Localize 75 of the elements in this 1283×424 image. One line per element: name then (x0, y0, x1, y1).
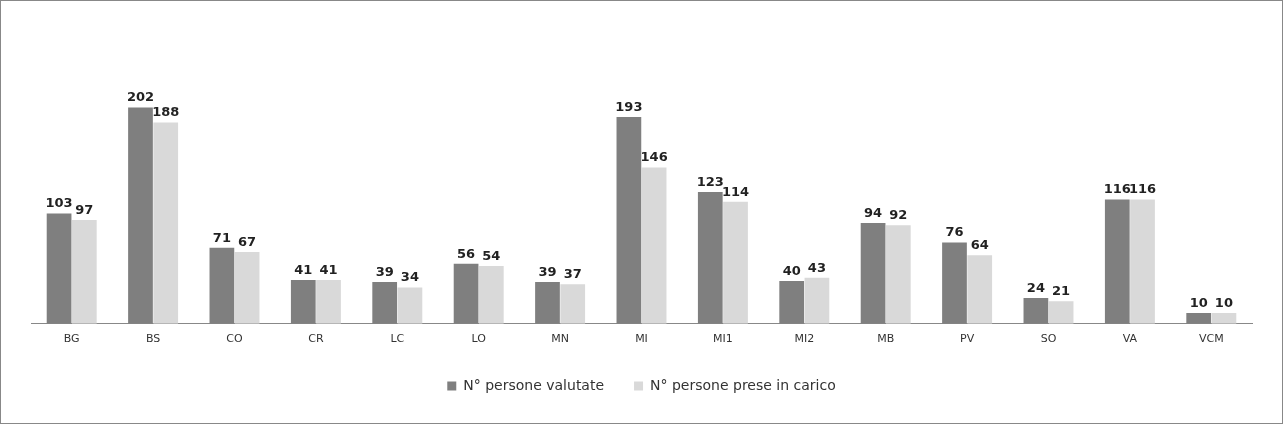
bar (453, 263, 479, 324)
data-label: 202 (126, 89, 155, 105)
data-label: 34 (400, 269, 419, 285)
x-tick-label: BS (145, 332, 161, 346)
data-label: 193 (615, 98, 643, 114)
bar (885, 225, 911, 324)
bar (616, 117, 642, 324)
data-label: 21 (1052, 283, 1071, 299)
bar (1186, 313, 1212, 324)
data-label: 54 (482, 247, 501, 263)
bar (209, 247, 235, 324)
bar (290, 279, 316, 324)
data-label: 39 (375, 263, 394, 279)
data-label: 56 (457, 245, 476, 261)
data-label: 71 (212, 229, 231, 245)
bar (779, 280, 805, 324)
x-tick-label: LO (471, 332, 487, 346)
x-tick-label: CO (226, 332, 244, 346)
bar (641, 167, 667, 324)
data-label: 41 (319, 261, 338, 277)
data-label: 10 (1214, 294, 1233, 310)
legend-label: N° persone valutate (463, 376, 605, 393)
bar (372, 282, 398, 324)
bar (478, 265, 504, 324)
bar (723, 201, 748, 324)
bar (535, 282, 560, 324)
data-label: 67 (238, 233, 257, 249)
x-tick-label: MI (635, 332, 648, 346)
x-tick-label: CR (308, 332, 324, 346)
data-label: 40 (782, 262, 801, 278)
bar (397, 287, 423, 324)
bar (234, 252, 260, 324)
bar (942, 242, 967, 324)
data-label: 10 (1189, 294, 1208, 310)
x-tick-label: MN (551, 332, 569, 346)
x-tick-label: MI1 (713, 332, 733, 346)
bar (860, 223, 886, 324)
data-label: 24 (1026, 279, 1045, 295)
data-label: 37 (563, 266, 582, 282)
bar (46, 213, 72, 324)
data-label: 94 (864, 204, 883, 220)
data-label: 188 (152, 104, 180, 120)
data-label: 76 (945, 224, 964, 240)
bar (967, 255, 993, 324)
data-label: 146 (640, 149, 668, 165)
bar (71, 219, 97, 324)
bar (153, 122, 179, 324)
x-tick-label: LC (390, 332, 405, 346)
bar (1211, 313, 1237, 324)
data-label: 103 (45, 195, 73, 211)
bar (316, 279, 341, 324)
legend-label: N° persone prese in carico (650, 376, 836, 393)
bar (1048, 301, 1074, 324)
data-label: 97 (75, 201, 94, 217)
bar (1023, 298, 1049, 324)
bar (560, 284, 586, 324)
bar (1104, 199, 1130, 324)
bar (1130, 199, 1155, 324)
bar (697, 192, 723, 324)
data-label: 92 (889, 207, 908, 223)
data-label: 116 (1103, 181, 1131, 197)
x-tick-label: MI2 (794, 332, 815, 346)
bar (804, 277, 830, 324)
x-tick-label: BG (63, 332, 80, 346)
data-label: 39 (538, 263, 557, 279)
x-tick-label: SO (1040, 332, 1057, 346)
x-tick-label: PV (960, 332, 975, 346)
data-label: 64 (970, 237, 989, 253)
x-tick-label: VCM (1198, 332, 1224, 346)
data-label: 43 (807, 259, 826, 275)
x-tick-label: VA (1122, 332, 1138, 346)
bar (128, 107, 153, 324)
data-label: 123 (696, 173, 724, 189)
x-tick-label: MB (877, 332, 895, 346)
data-label: 41 (294, 261, 313, 277)
